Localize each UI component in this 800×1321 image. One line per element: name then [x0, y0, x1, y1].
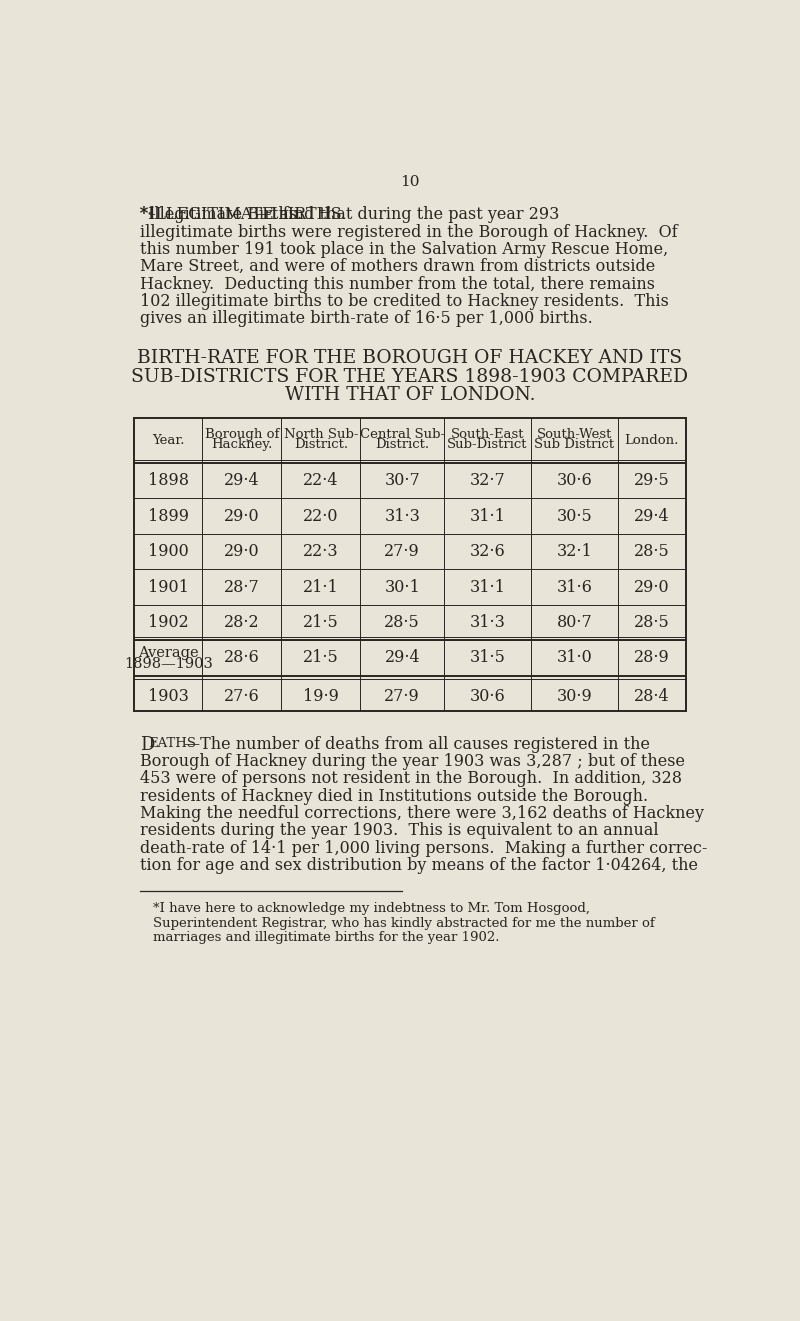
Text: District.: District.	[375, 439, 430, 452]
Text: North Sub-: North Sub-	[284, 428, 358, 441]
Text: 31·3: 31·3	[384, 507, 420, 524]
Text: 28·6: 28·6	[224, 650, 260, 666]
Text: 80·7: 80·7	[557, 614, 592, 631]
Text: this number 191 took place in the Salvation Army Rescue Home,: this number 191 took place in the Salvat…	[140, 240, 669, 258]
Text: 28·5: 28·5	[634, 543, 670, 560]
Text: 32·7: 32·7	[470, 473, 506, 489]
Text: 29·0: 29·0	[224, 543, 260, 560]
Text: residents during the year 1903.  This is equivalent to an annual: residents during the year 1903. This is …	[140, 822, 659, 839]
Text: South-East: South-East	[450, 428, 524, 441]
Text: 1898: 1898	[148, 473, 189, 489]
Text: —The number of deaths from all causes registered in the: —The number of deaths from all causes re…	[185, 736, 650, 753]
Text: 32·1: 32·1	[557, 543, 592, 560]
Text: marriages and illegitimate births for the year 1902.: marriages and illegitimate births for th…	[153, 931, 499, 945]
Text: 27·6: 27·6	[224, 688, 260, 705]
Text: 29·0: 29·0	[634, 579, 670, 596]
Text: death-rate of 14·1 per 1,000 living persons.  Making a further correc-: death-rate of 14·1 per 1,000 living pers…	[140, 840, 708, 856]
Text: Sub-District: Sub-District	[447, 439, 528, 452]
Text: Sub District: Sub District	[534, 439, 614, 452]
Text: Average: Average	[138, 646, 198, 659]
Text: gives an illegitimate birth-rate of 16·5 per 1,000 births.: gives an illegitimate birth-rate of 16·5…	[140, 310, 593, 328]
Text: 1900: 1900	[148, 543, 189, 560]
Text: 19·9: 19·9	[303, 688, 339, 705]
Text: 1901: 1901	[148, 579, 189, 596]
Text: 21·5: 21·5	[303, 650, 338, 666]
Text: Hackney.: Hackney.	[211, 439, 273, 452]
Text: London.: London.	[625, 433, 679, 446]
Text: 31·1: 31·1	[470, 507, 506, 524]
Text: 30·6: 30·6	[470, 688, 506, 705]
Text: tion for age and sex distribution by means of the factor 1·04264, the: tion for age and sex distribution by mea…	[140, 857, 698, 875]
Text: 27·9: 27·9	[384, 688, 420, 705]
Text: 10: 10	[400, 176, 420, 189]
Text: 22·3: 22·3	[303, 543, 338, 560]
Text: *I have here to acknowledge my indebtness to Mr. Tom Hosgood,: *I have here to acknowledge my indebtnes…	[153, 902, 590, 915]
Text: 31·0: 31·0	[557, 650, 592, 666]
Text: BIRTH-RATE FOR THE BOROUGH OF HACKEY AND ITS: BIRTH-RATE FOR THE BOROUGH OF HACKEY AND…	[138, 349, 682, 367]
Text: District.: District.	[294, 439, 348, 452]
Text: Making the needful corrections, there were 3,162 deaths of Hackney: Making the needful corrections, there we…	[140, 804, 704, 822]
Text: 28·4: 28·4	[634, 688, 670, 705]
Text: 28·2: 28·2	[224, 614, 260, 631]
Text: 27·9: 27·9	[384, 543, 420, 560]
Text: 1898—1903: 1898—1903	[124, 657, 213, 671]
Text: 28·5: 28·5	[384, 614, 420, 631]
Text: 22·0: 22·0	[303, 507, 338, 524]
Text: *ɬLLEGITIMATE вIRTHS.: *ɬLLEGITIMATE вIRTHS.	[140, 206, 346, 223]
Text: 1903: 1903	[148, 688, 189, 705]
Text: 453 were of persons not resident in the Borough.  In addition, 328: 453 were of persons not resident in the …	[140, 770, 682, 787]
Text: 29·4: 29·4	[634, 507, 670, 524]
Text: 1902: 1902	[148, 614, 189, 631]
Text: Year.: Year.	[152, 433, 185, 446]
Text: illegitimate births were registered in the Borough of Hackney.  Of: illegitimate births were registered in t…	[140, 223, 678, 240]
Text: 1899: 1899	[148, 507, 189, 524]
Text: 28·9: 28·9	[634, 650, 670, 666]
Text: 28·5: 28·5	[634, 614, 670, 631]
Text: 29·4: 29·4	[224, 473, 260, 489]
Text: 32·6: 32·6	[470, 543, 506, 560]
Text: 21·1: 21·1	[303, 579, 338, 596]
Text: 30·6: 30·6	[557, 473, 592, 489]
Text: Borough of: Borough of	[205, 428, 279, 441]
Text: Hackney.  Deducting this number from the total, there remains: Hackney. Deducting this number from the …	[140, 276, 655, 292]
Text: 102 illegitimate births to be credited to Hackney residents.  This: 102 illegitimate births to be credited t…	[140, 293, 669, 310]
Text: 31·1: 31·1	[470, 579, 506, 596]
Text: South-West: South-West	[537, 428, 612, 441]
Text: 28·7: 28·7	[224, 579, 260, 596]
Text: 22·4: 22·4	[303, 473, 338, 489]
Text: 30·5: 30·5	[557, 507, 592, 524]
Text: 29·4: 29·4	[385, 650, 420, 666]
Text: SUB-DISTRICTS FOR THE YEARS 1898-1903 COMPARED: SUB-DISTRICTS FOR THE YEARS 1898-1903 CO…	[131, 367, 689, 386]
Text: EATHS: EATHS	[148, 737, 196, 750]
Text: 21·5: 21·5	[303, 614, 338, 631]
Text: 30·1: 30·1	[384, 579, 420, 596]
Text: *Illegitimate Births.: *Illegitimate Births.	[140, 206, 302, 223]
Text: 29·0: 29·0	[224, 507, 260, 524]
Text: 31·6: 31·6	[556, 579, 592, 596]
Text: Mare Street, and were of mothers drawn from districts outside: Mare Street, and were of mothers drawn f…	[140, 258, 655, 275]
Text: Superintendent Registrar, who has kindly abstracted for me the number of: Superintendent Registrar, who has kindly…	[153, 917, 654, 930]
Text: 31·5: 31·5	[470, 650, 506, 666]
Text: residents of Hackney died in Institutions outside the Borough.: residents of Hackney died in Institution…	[140, 787, 649, 804]
Text: —I find that during the past year 293: —I find that during the past year 293	[255, 206, 559, 223]
Text: Borough of Hackney during the year 1903 was 3,287 ; but of these: Borough of Hackney during the year 1903 …	[140, 753, 686, 770]
Text: WITH THAT OF LONDON.: WITH THAT OF LONDON.	[285, 386, 535, 404]
Text: 31·3: 31·3	[470, 614, 506, 631]
Text: 30·7: 30·7	[384, 473, 420, 489]
Text: 29·5: 29·5	[634, 473, 670, 489]
Text: Central Sub-: Central Sub-	[360, 428, 445, 441]
Text: D: D	[140, 736, 154, 754]
Text: 30·9: 30·9	[557, 688, 592, 705]
